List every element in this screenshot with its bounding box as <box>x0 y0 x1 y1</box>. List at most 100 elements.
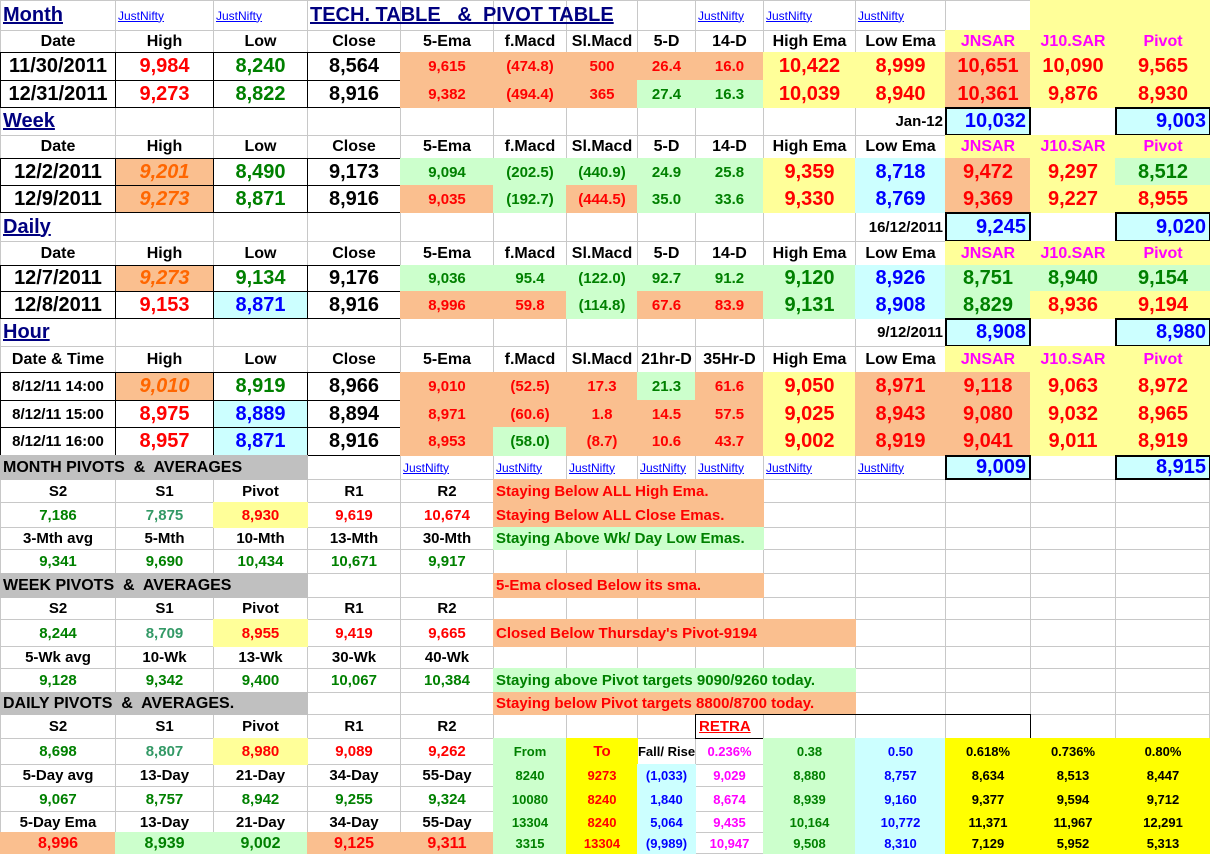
cell: 8,674 <box>713 791 746 807</box>
cell: Pivot <box>1115 346 1210 373</box>
cell: Date <box>40 32 76 50</box>
cell: S2 <box>48 482 68 500</box>
cell: S1 <box>155 718 174 735</box>
cell: 5-Wk avg <box>25 649 91 666</box>
cell: 8,919 <box>213 372 308 401</box>
cell: 9,002 <box>763 427 856 456</box>
cell: 8,757 <box>855 764 946 787</box>
cell: R2 <box>437 718 457 735</box>
cell: 9,342 <box>145 672 184 689</box>
cell: 25.8 <box>695 158 764 186</box>
cell: 34-Day <box>329 767 379 784</box>
cell: 1,840 <box>637 786 696 812</box>
grid-line <box>0 241 1210 242</box>
cell: 8,965 <box>1115 400 1210 428</box>
cell: 8,940 <box>855 80 946 108</box>
cell: 12/8/2011 <box>0 291 116 319</box>
cell: RETRA <box>695 714 1031 739</box>
cell: Date <box>40 244 76 262</box>
cell: Sl.Macd <box>571 32 633 50</box>
cell: 10,947 <box>709 836 750 851</box>
cell: 27.4 <box>637 80 696 108</box>
cell: 9,876 <box>1030 80 1116 108</box>
cell: Staying above Pivot targets 9090/9260 to… <box>493 668 856 693</box>
cell: 35.0 <box>637 185 696 213</box>
cell: 0.618% <box>945 738 1031 765</box>
cell: 9,002 <box>213 832 308 854</box>
cell: Staying Below ALL High Ema. <box>493 479 764 503</box>
cell: Low Ema <box>865 244 936 262</box>
cell: 0.736% <box>1030 738 1116 765</box>
cell: 5,313 <box>1115 832 1210 854</box>
cell: High Ema <box>772 138 847 155</box>
cell: 55-Day <box>422 813 472 831</box>
cell: Date <box>40 138 76 155</box>
cell: 9,619 <box>335 506 373 524</box>
cell: 8,916 <box>307 427 401 456</box>
cell: 8,939 <box>115 832 214 854</box>
cell: 10,772 <box>855 811 946 833</box>
cell: Close <box>332 138 376 155</box>
cell: 5-Ema <box>422 138 472 155</box>
cell: JNSAR <box>945 346 1031 373</box>
cell: 9,594 <box>1030 786 1116 812</box>
link: JustNifty <box>118 8 165 23</box>
cell: 8,957 <box>115 427 214 456</box>
cell: 10,032 <box>945 107 1031 136</box>
link: JustNifty <box>766 8 813 23</box>
cell: 5-Mth <box>144 530 185 547</box>
cell: 7,186 <box>39 506 77 524</box>
cell: S2 <box>48 600 68 617</box>
cell: 9,508 <box>763 832 856 854</box>
cell: 9,690 <box>145 553 184 570</box>
cell: JNSAR <box>945 30 1031 53</box>
cell: 5-Ema <box>422 244 472 262</box>
cell: 9,359 <box>763 158 856 186</box>
cell: S1 <box>155 600 174 617</box>
cell: 8,953 <box>400 427 494 456</box>
cell: JNSAR <box>945 135 1031 159</box>
cell: 9,273 <box>115 185 214 213</box>
cell: 9,128 <box>39 672 77 689</box>
cell: 9,080 <box>945 400 1031 428</box>
cell: (52.5) <box>493 372 567 401</box>
cell: 9,311 <box>400 832 494 854</box>
cell: 9,194 <box>1115 291 1210 319</box>
cell: 9,035 <box>400 185 494 213</box>
cell: 5-D <box>653 244 680 262</box>
cell: 24.9 <box>637 158 696 186</box>
cell: 11/30/2011 <box>0 52 116 81</box>
cell: Daily <box>3 215 51 238</box>
cell: 0.38 <box>763 738 856 765</box>
cell: 8,980 <box>213 738 308 765</box>
cell: DAILY PIVOTS & AVERAGES. <box>0 692 308 715</box>
cell: Pivot <box>242 600 279 617</box>
link: JustNifty <box>698 8 745 23</box>
cell: 8,871 <box>213 185 308 213</box>
cell: 9,032 <box>1030 400 1116 428</box>
link: JustNifty <box>766 460 813 475</box>
cell: 9,472 <box>945 158 1031 186</box>
cell: Pivot <box>1115 30 1210 53</box>
cell: 8,919 <box>855 427 946 456</box>
cell: (444.5) <box>566 185 638 213</box>
cell: 9,050 <box>763 372 856 401</box>
link: JustNifty <box>698 460 745 475</box>
cell: 9,255 <box>335 790 373 808</box>
cell: 9,615 <box>400 52 494 81</box>
cell: 8,822 <box>213 80 308 108</box>
cell: 9,382 <box>400 80 494 108</box>
cell: 10,434 <box>237 553 284 570</box>
cell: 8,871 <box>213 291 308 319</box>
cell: 8,915 <box>1115 455 1210 480</box>
cell: 13-Mth <box>329 530 379 547</box>
cell: 9,419 <box>335 624 373 642</box>
cell: f.Macd <box>504 32 556 50</box>
cell: J10.SAR <box>1030 30 1116 53</box>
cell: 10-Mth <box>236 530 285 547</box>
cell: 7,875 <box>145 506 184 524</box>
cell: 8,926 <box>855 265 946 292</box>
cell: (8.7) <box>566 427 638 456</box>
cell: 12/7/2011 <box>0 265 116 292</box>
cell: 5-Ema <box>422 350 472 368</box>
